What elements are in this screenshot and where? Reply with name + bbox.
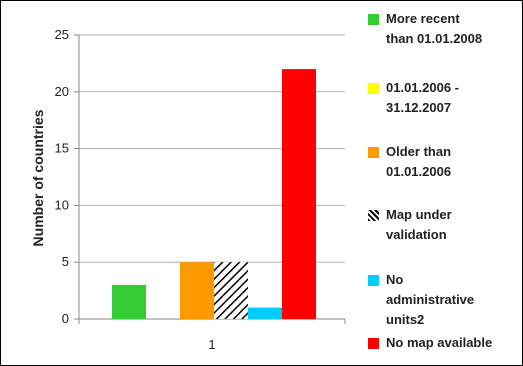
legend-swatch-cyan — [368, 275, 379, 286]
legend-label-line: 01.01.2006 - — [386, 80, 460, 95]
legend-item-more-recent: More recent than 01.01.2008 — [368, 9, 482, 49]
x-tick-label: 1 — [208, 337, 215, 352]
legend-label-line: Older than — [386, 144, 452, 159]
y-axis-label: Number of countries — [30, 109, 46, 246]
legend-item-older: Older than 01.01.2006 — [368, 142, 451, 182]
legend-label-line: 01.01.2006 — [386, 164, 452, 179]
legend-item-no-admin-units: No administrative units2 — [368, 270, 474, 330]
y-tick-label: 0 — [62, 311, 69, 326]
bar-map-under-validation — [214, 262, 248, 319]
legend-swatch-hatch — [368, 210, 379, 221]
legend-label-line: No — [386, 272, 404, 287]
legend-label-line: No map available — [386, 335, 493, 350]
legend-label-line: 31.12.2007 — [386, 100, 452, 115]
legend-swatch-red — [368, 338, 379, 349]
legend-label-line: than 01.01.2008 — [386, 31, 483, 46]
legend-swatch-yellow — [368, 83, 379, 94]
bar-older-than-01-01-2006 — [180, 262, 214, 319]
legend-label-line: administrative — [386, 292, 475, 307]
tick-labels: 0 5 10 15 20 25 1 — [55, 27, 216, 352]
legend-swatch-green — [368, 14, 379, 25]
y-tick-label: 15 — [55, 141, 69, 156]
bar-no-map-available — [282, 69, 316, 319]
bar-no-administrative-units2 — [248, 307, 282, 319]
y-tick-label: 5 — [62, 254, 69, 269]
y-tick-label: 20 — [55, 84, 69, 99]
legend-label-line: Map under — [386, 207, 452, 222]
legend-item-no-map: No map available — [368, 333, 492, 353]
legend-label-line: More recent — [386, 11, 460, 26]
y-tick-label: 10 — [55, 197, 69, 212]
legend-label-line: units2 — [386, 312, 425, 327]
legend-swatch-orange — [368, 147, 379, 158]
legend-label-line: validation — [386, 227, 447, 242]
bar-more-recent-than-01-01-2008 — [112, 284, 146, 319]
legend-item-validation: Map under validation — [368, 205, 452, 245]
legend-item-2006-2007: 01.01.2006 - 31.12.2007 — [368, 78, 459, 118]
bars — [112, 69, 316, 319]
y-tick-label: 25 — [55, 27, 69, 42]
